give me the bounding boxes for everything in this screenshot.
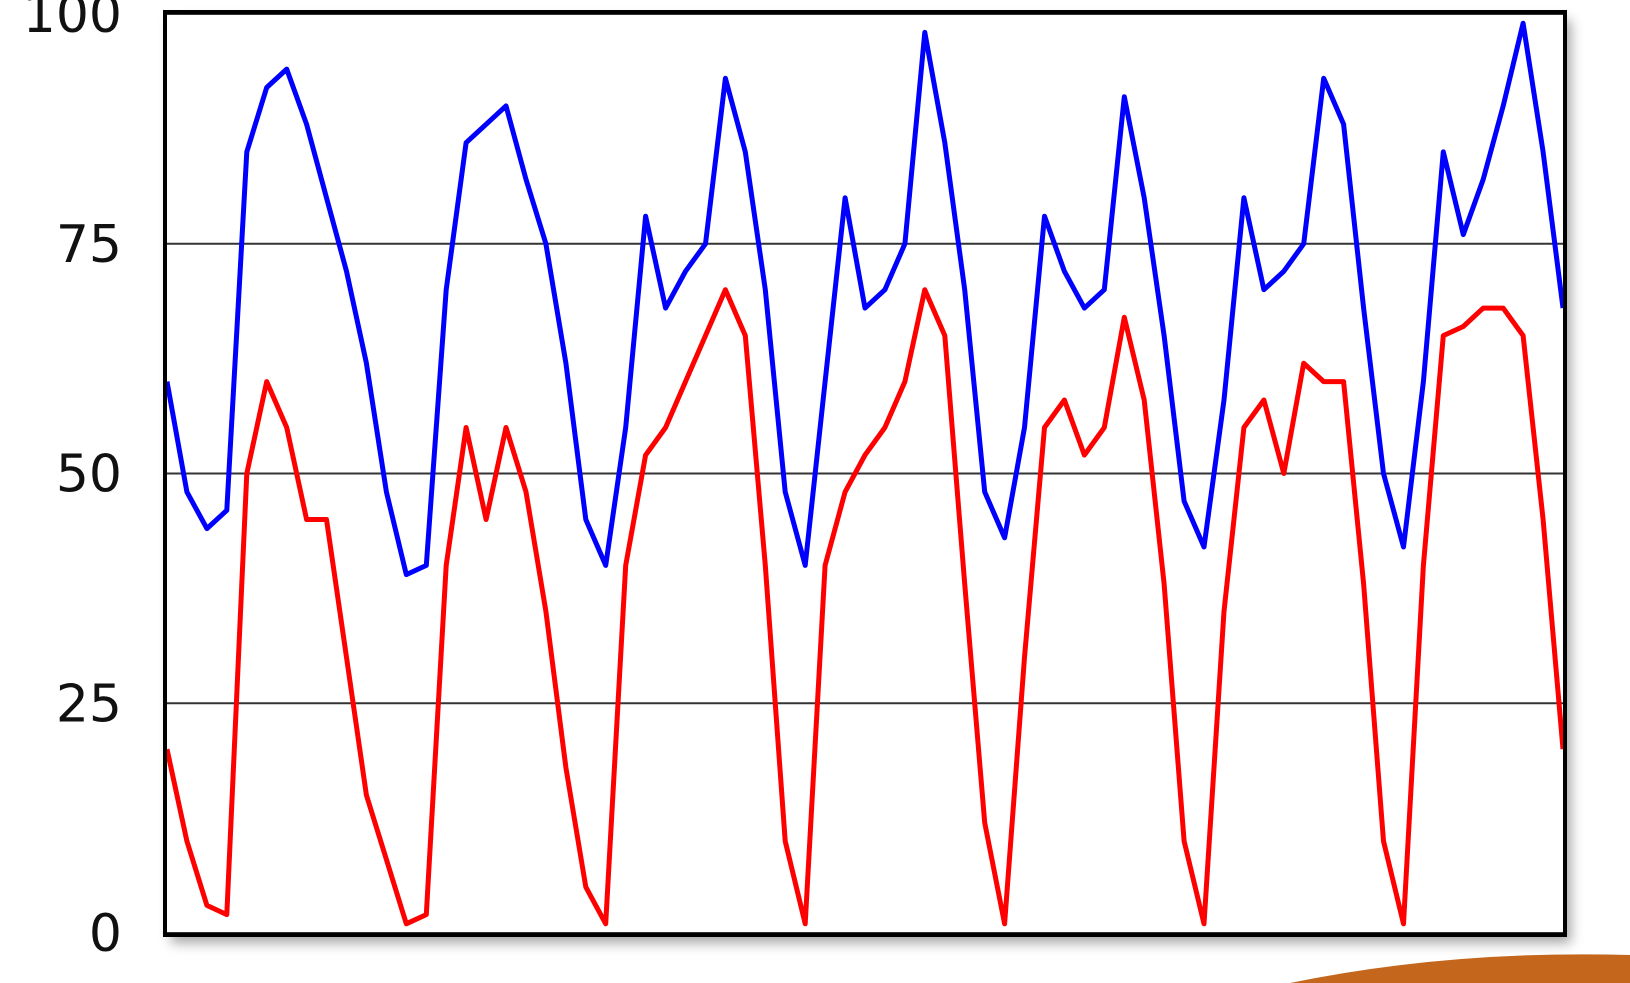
- y-tick-label: 50: [56, 445, 122, 505]
- y-tick-label: 0: [89, 904, 122, 964]
- plot-frame: [163, 10, 1567, 937]
- plot-layer: [164, 13, 1566, 934]
- y-tick-label: 75: [56, 215, 122, 275]
- data-line: [164, 287, 1566, 927]
- data-line: [164, 20, 1566, 578]
- y-tick-label: 25: [56, 674, 122, 734]
- decoration: [1290, 954, 1630, 983]
- y-tick-label: 100: [23, 0, 122, 45]
